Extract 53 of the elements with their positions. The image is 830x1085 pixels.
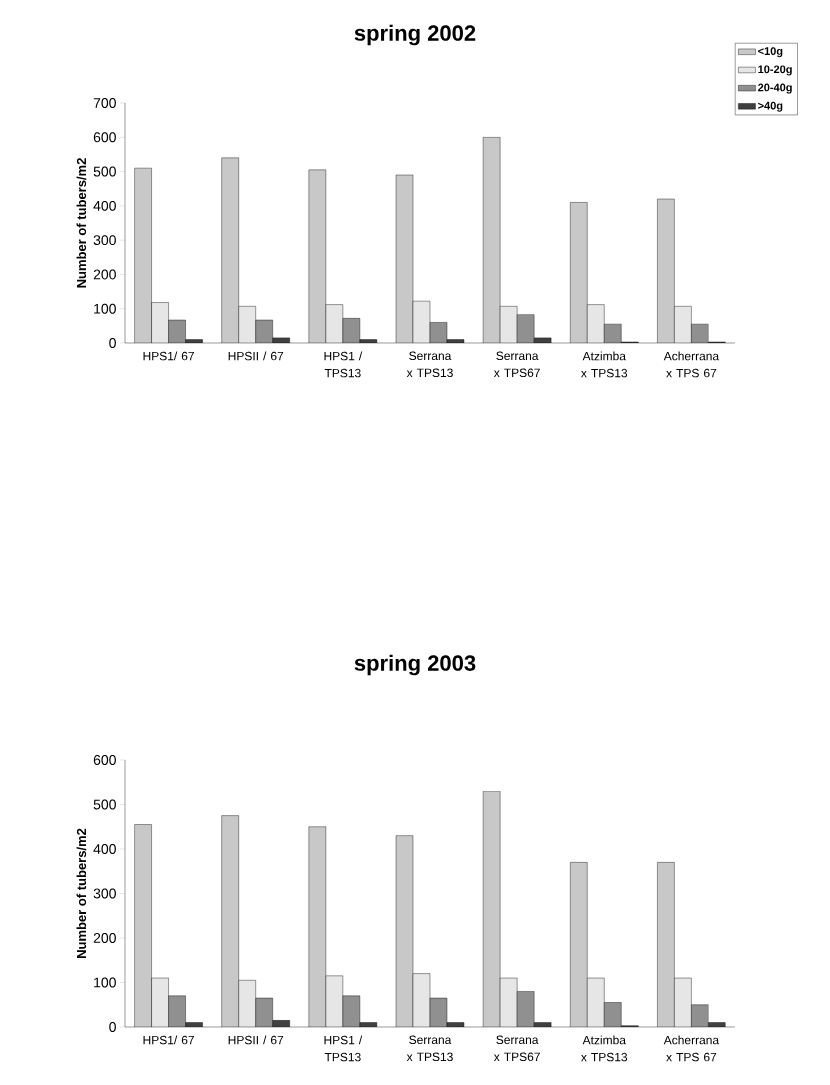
x-tick-label: HPSII / 67 (228, 351, 284, 361)
bar (674, 306, 692, 343)
legend-label: 20-40g (758, 83, 792, 94)
x-tick-label: Serrana x TPS67 (493, 351, 540, 378)
bar (151, 302, 169, 343)
legend-label: >40g (758, 101, 783, 112)
y-tick-label: 200 (93, 933, 116, 943)
y-tick-label: 200 (93, 269, 116, 280)
bar (221, 815, 239, 1027)
y-tick-label: 0 (109, 1022, 116, 1032)
bar (134, 824, 152, 1027)
y-axis-title: Number of tubers/m2 (76, 158, 87, 288)
x-tick-label: Atzimba x TPS13 (581, 351, 628, 378)
bar (657, 198, 675, 343)
x-tick-label: HPS1/ 67 (143, 351, 194, 361)
y-tick-label: 500 (93, 799, 116, 810)
x-tick-label: Atzimba x TPS13 (581, 1035, 628, 1062)
chart-title: spring 2003 (354, 654, 476, 676)
x-tick-label: Serrana x TPS13 (406, 351, 453, 378)
x-tick-label: Acherrana x TPS 67 (663, 1035, 720, 1062)
y-tick-label: 100 (94, 977, 116, 988)
legend-label: 10-20g (758, 65, 792, 76)
bar (570, 202, 588, 343)
y-tick-label: 400 (93, 200, 116, 211)
y-tick-label: 300 (93, 235, 116, 246)
bar (151, 978, 169, 1027)
x-tick-label: Serrana x TPS67 (493, 1035, 540, 1062)
x-tick-label: HPS1 / TPS13 (324, 1035, 363, 1062)
x-tick-label: HPS1/ 67 (143, 1035, 194, 1045)
legend-label: <10g (758, 47, 783, 58)
x-tick-label: HPS1 / TPS13 (324, 351, 363, 378)
y-tick-label: 600 (93, 132, 116, 143)
bar (570, 862, 588, 1027)
x-tick-label: Acherrana x TPS 67 (663, 351, 720, 378)
bar (587, 978, 605, 1027)
y-axis-title: Number of tubers/m2 (76, 828, 87, 958)
x-tick-label: Serrana x TPS13 (406, 1035, 453, 1062)
y-tick-label: 500 (93, 166, 116, 177)
bar (657, 862, 675, 1027)
bar (674, 977, 692, 1027)
bar (238, 306, 256, 343)
y-tick-label: 300 (93, 888, 116, 899)
y-tick-label: 0 (109, 338, 116, 348)
bar (134, 168, 152, 343)
bar (221, 157, 239, 343)
y-tick-label: 600 (93, 755, 116, 765)
y-tick-label: 100 (94, 303, 116, 314)
y-tick-label: 700 (93, 98, 116, 108)
bar (587, 304, 605, 343)
x-tick-label: HPSII / 67 (228, 1035, 284, 1045)
y-tick-label: 400 (93, 844, 116, 854)
chart-title: spring 2002 (354, 24, 476, 46)
bar (238, 980, 256, 1027)
